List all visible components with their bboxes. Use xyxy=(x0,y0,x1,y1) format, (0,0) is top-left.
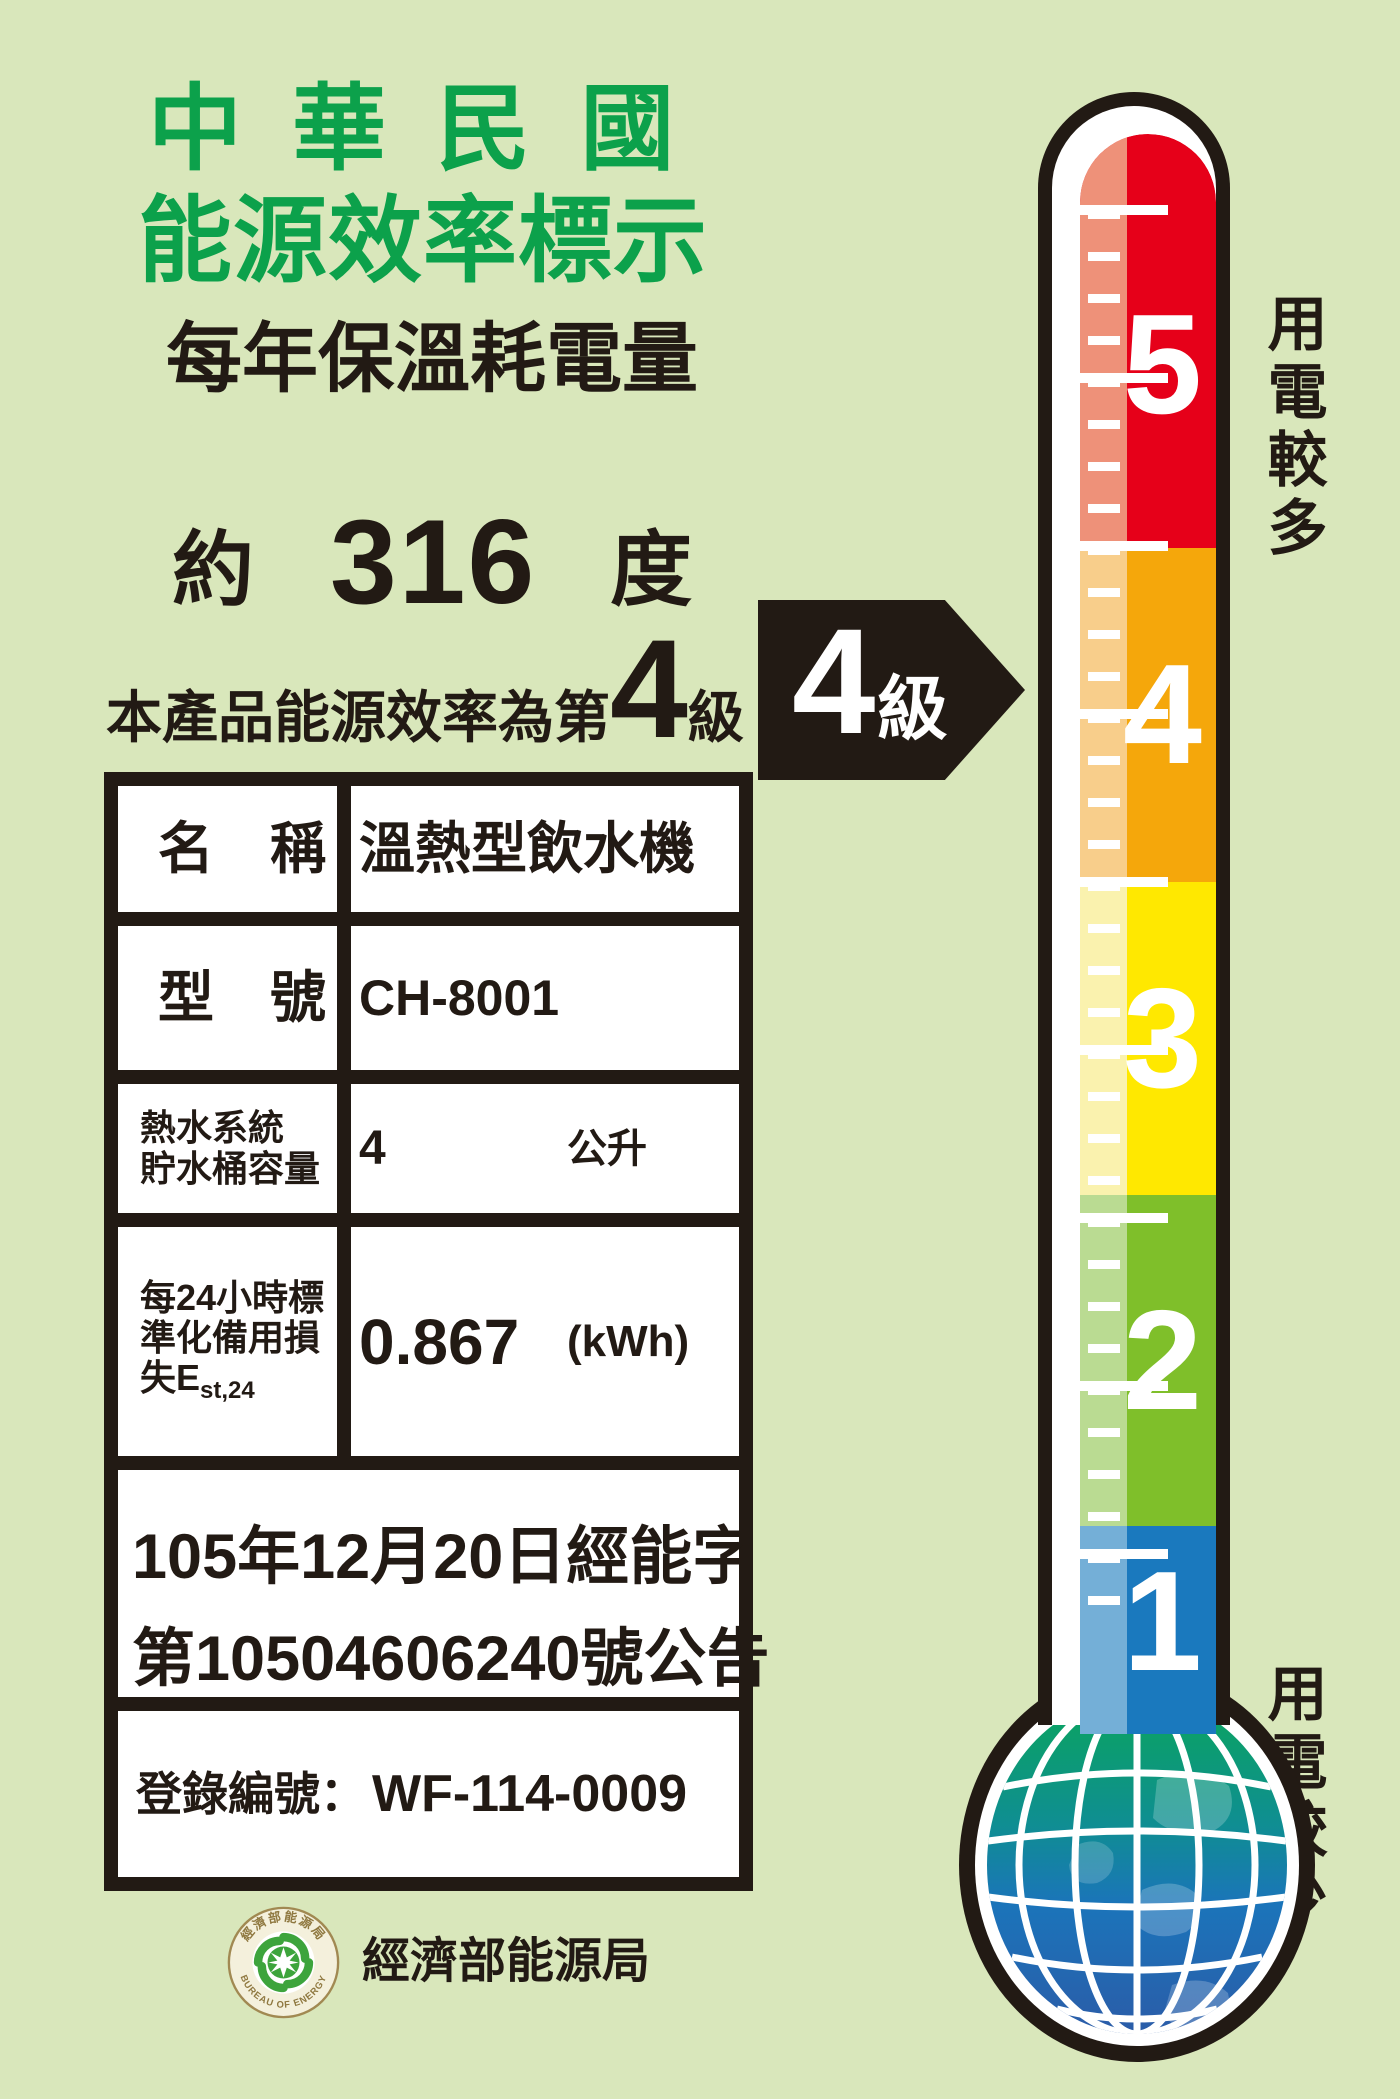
globe-icon xyxy=(959,1668,1315,2062)
label-title-line2: 能源效率標示 xyxy=(138,188,709,293)
spec-row-tank-label: 熱水系統 貯水桶容量 xyxy=(118,1084,337,1213)
seal-star xyxy=(268,1947,299,1978)
label-title-line1: 中 華 民 國 xyxy=(148,76,687,181)
announcement-line2: 第10504606240號公告 xyxy=(132,1624,770,1695)
thermometer-major-tick xyxy=(1080,877,1168,887)
announcement-line1: 105年12月20日經能字 xyxy=(132,1522,756,1592)
thermometer-major-tick xyxy=(1080,541,1168,551)
registration-label: 登錄編號： xyxy=(136,1768,366,1820)
rating-sentence-level: 4 xyxy=(610,610,688,767)
standby-label-line1: 每24小時標 xyxy=(140,1276,325,1318)
standby-label-line3: 失Est,24 xyxy=(140,1357,255,1405)
registration-number: WF-114-0009 xyxy=(372,1765,688,1823)
standby-value: 0.867 xyxy=(359,1305,520,1378)
standby-label-subscript: st,24 xyxy=(200,1377,255,1405)
tank-value: 4 xyxy=(359,1121,386,1175)
tank-label-line1: 熱水系統 xyxy=(140,1107,285,1149)
thermometer-level-number: 1 xyxy=(1123,1542,1202,1701)
standby-unit: (kWh) xyxy=(567,1316,690,1366)
annual-consumption-unit: 度 xyxy=(610,525,693,616)
thermometer-major-tick xyxy=(1080,373,1168,383)
rating-sentence: 本產品能源效率為第 4 級 xyxy=(106,610,744,767)
thermometer-level-number: 3 xyxy=(1123,958,1202,1118)
spec-row-tank-value: 4 公升 xyxy=(351,1084,739,1213)
annual-consumption-value: 316 xyxy=(330,495,537,629)
thermometer-major-tick xyxy=(1080,205,1168,215)
spec-row-name-label: 名 稱 xyxy=(118,786,337,912)
thermometer-tick-marks xyxy=(1088,210,1120,1614)
rating-arrow-badge: 4 級 xyxy=(758,600,1025,780)
bureau-seal-icon: 經濟部能源局 BUREAU OF ENERGY xyxy=(227,1906,340,2019)
approx-prefix: 約 xyxy=(172,525,255,616)
tank-label-line2: 貯水桶容量 xyxy=(140,1147,321,1189)
annual-consumption-caption: 每年保溫耗電量 xyxy=(166,317,698,402)
spec-table: 名 稱 溫熱型飲水機 型 號 CH-8001 熱水系統 貯水桶容量 4 公升 每… xyxy=(104,772,769,1891)
thermometer-major-tick xyxy=(1080,709,1168,719)
tank-unit: 公升 xyxy=(567,1126,647,1171)
thermometer-major-tick xyxy=(1080,1549,1168,1559)
rating-arrow-unit: 級 xyxy=(877,670,948,748)
spec-row-standby-value: 0.867 (kWh) xyxy=(351,1227,739,1456)
thermometer-level-number: 2 xyxy=(1123,1280,1202,1440)
thermometer-level-number: 5 xyxy=(1123,285,1202,444)
scale-label-more-power: 用電較多 xyxy=(1259,292,1326,564)
spec-row-model-value: CH-8001 xyxy=(351,926,739,1070)
standby-label-line2: 準化備用損 xyxy=(140,1316,321,1358)
thermometer-major-tick xyxy=(1080,1045,1168,1055)
thermometer-major-tick xyxy=(1080,1213,1168,1223)
announcement-row: 105年12月20日經能字 第10504606240號公告 xyxy=(118,1470,769,1697)
spec-row-standby-label: 每24小時標 準化備用損 失Est,24 xyxy=(118,1227,337,1456)
agency-name: 經濟部能源局 xyxy=(362,1935,651,1988)
spec-row-model-label: 型 號 xyxy=(118,926,337,1070)
rating-sentence-prefix: 本產品能源效率為第 xyxy=(106,686,610,749)
rating-arrow-level: 4 xyxy=(792,597,876,765)
thermometer-major-tick xyxy=(1080,1381,1168,1391)
registration-row: 登錄編號： WF-114-0009 xyxy=(118,1711,739,1877)
spec-row-name-value: 溫熱型飲水機 xyxy=(351,786,739,912)
rating-sentence-suffix: 級 xyxy=(687,686,744,749)
